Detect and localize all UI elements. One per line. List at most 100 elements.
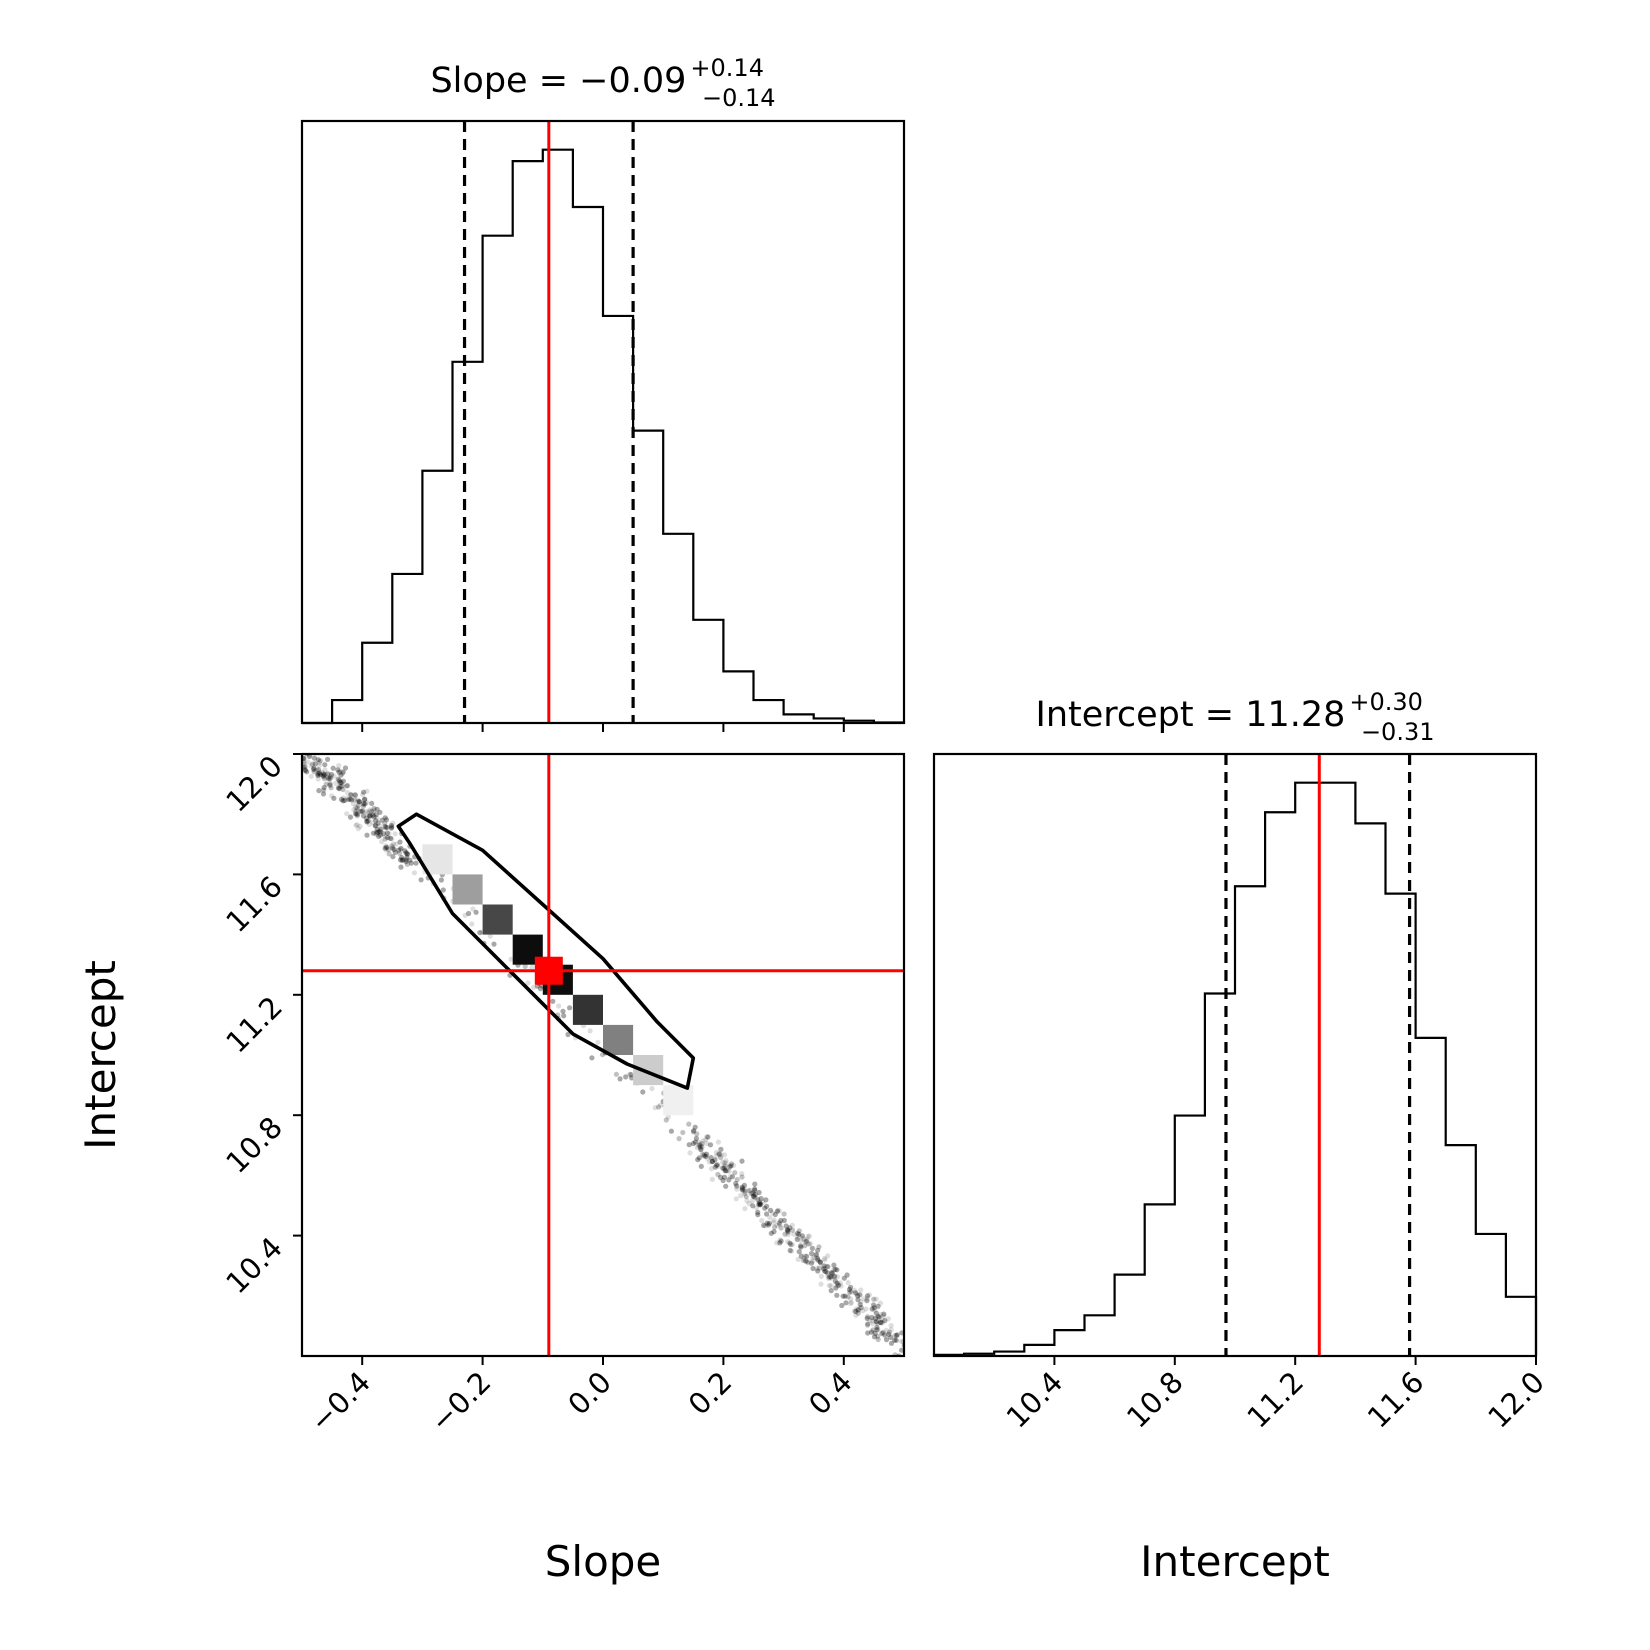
joint-scatter-point [306, 738, 311, 743]
joint-scatter-point [825, 1264, 831, 1270]
joint-scatter-point [888, 1334, 894, 1340]
joint-xtick-label: −0.2 [424, 1365, 498, 1439]
joint-scatter-point [878, 1311, 884, 1318]
joint-scatter-point [302, 766, 308, 772]
joint-scatter-point [864, 1293, 871, 1299]
joint-scatter-point [354, 811, 360, 817]
joint-scatter-point [691, 1128, 697, 1134]
joint-scatter-point [857, 1301, 863, 1308]
joint-scatter-point [367, 807, 373, 813]
joint-scatter-point [834, 1267, 840, 1273]
joint-scatter-point [438, 877, 444, 883]
joint-scatter-point [756, 1201, 762, 1207]
joint-scatter-point [640, 1089, 646, 1095]
joint-scatter-point [876, 1314, 882, 1320]
joint-scatter-point [755, 1212, 761, 1218]
joint-scatter-point [397, 850, 403, 856]
joint-scatter-point [763, 1197, 769, 1203]
joint-scatter-point [829, 1270, 836, 1276]
joint-scatter-point [315, 776, 321, 782]
joint-scatter-point [302, 761, 307, 767]
joint-scatter-point [695, 1157, 701, 1163]
joint-scatter-point [324, 774, 331, 781]
joint-scatter-point [698, 1163, 704, 1169]
joint-scatter-point [842, 1293, 848, 1299]
joint-scatter-point [311, 755, 317, 761]
joint-scatter-point [371, 807, 377, 813]
joint-scatter-point [370, 830, 377, 836]
joint-scatter-point [315, 757, 321, 763]
joint-scatter-point [322, 767, 328, 773]
joint-scatter-point [699, 1143, 705, 1149]
joint-scatter-point [723, 1183, 729, 1189]
joint-scatter-point [373, 831, 379, 837]
joint-scatter-point [855, 1307, 861, 1313]
joint-scatter-point [397, 857, 404, 863]
joint-scatter-point [315, 767, 322, 773]
joint-scatter-point [867, 1317, 873, 1324]
joint-scatter-point [809, 1250, 815, 1257]
joint-scatter-point [828, 1274, 834, 1280]
joint-scatter-point [855, 1293, 861, 1299]
joint-scatter-point [772, 1211, 778, 1218]
joint-scatter-point [712, 1157, 718, 1163]
joint-scatter-point [698, 1146, 704, 1152]
joint-scatter-point [665, 1114, 671, 1120]
joint-scatter-point [302, 767, 308, 774]
joint-scatter-point [806, 1241, 812, 1247]
joint-scatter-point [691, 1128, 697, 1134]
joint-scatter-point [795, 1230, 801, 1236]
joint-scatter-point [407, 857, 413, 863]
joint-scatter-point [864, 1315, 870, 1321]
joint-scatter-point [727, 1164, 733, 1170]
joint-scatter-point [388, 822, 394, 829]
joint-scatter-point [701, 1153, 707, 1159]
joint-scatter-point [392, 849, 398, 856]
joint-scatter-point [692, 1124, 698, 1130]
joint-scatter-point [832, 1278, 839, 1284]
joint-scatter-point [739, 1185, 746, 1191]
joint-scatter-point [728, 1163, 734, 1169]
joint-scatter-point [389, 843, 395, 849]
joint-scatter-point [360, 813, 367, 819]
joint-scatter-point [699, 1141, 705, 1147]
joint-scatter-point [800, 1257, 807, 1263]
joint-scatter-point [315, 771, 321, 777]
joint-scatter-point [752, 1187, 758, 1193]
joint-scatter-point [876, 1314, 882, 1320]
joint-scatter-point [826, 1274, 832, 1280]
joint-scatter-point [617, 1076, 623, 1082]
joint-scatter-point [888, 1323, 894, 1329]
joint-scatter-point [829, 1275, 835, 1281]
joint-scatter-point [344, 790, 351, 796]
joint-scatter-point [377, 829, 383, 835]
joint-scatter-point [698, 1146, 704, 1152]
joint-scatter-point [707, 1142, 714, 1148]
joint-scatter-point [742, 1191, 748, 1197]
joint-scatter-point [352, 796, 358, 802]
joint-scatter-point [337, 780, 343, 786]
joint-scatter-point [852, 1290, 859, 1296]
joint-scatter-point [391, 846, 397, 853]
joint-scatter-point [390, 854, 396, 860]
joint-scatter-point [304, 744, 309, 749]
joint-scatter-point [771, 1229, 777, 1235]
joint-scatter-point [872, 1315, 878, 1322]
joint-scatter-point [384, 844, 390, 850]
joint-scatter-point [381, 831, 387, 837]
joint-scatter-point [899, 1330, 904, 1336]
joint-scatter-point [871, 1305, 877, 1311]
joint-scatter-point [404, 854, 410, 860]
joint-scatter-point [340, 798, 346, 804]
joint-scatter-point [873, 1310, 879, 1316]
joint-scatter-point [589, 1055, 595, 1061]
joint-scatter-point [325, 771, 331, 777]
joint-scatter-point [690, 1129, 697, 1135]
joint-scatter-point [302, 755, 307, 761]
joint-scatter-point [311, 765, 317, 771]
joint-scatter-point [826, 1282, 832, 1289]
joint-scatter-point [360, 809, 366, 815]
joint-scatter-point [349, 797, 355, 803]
joint-scatter-point [761, 1222, 767, 1228]
joint-scatter-point [874, 1324, 880, 1330]
